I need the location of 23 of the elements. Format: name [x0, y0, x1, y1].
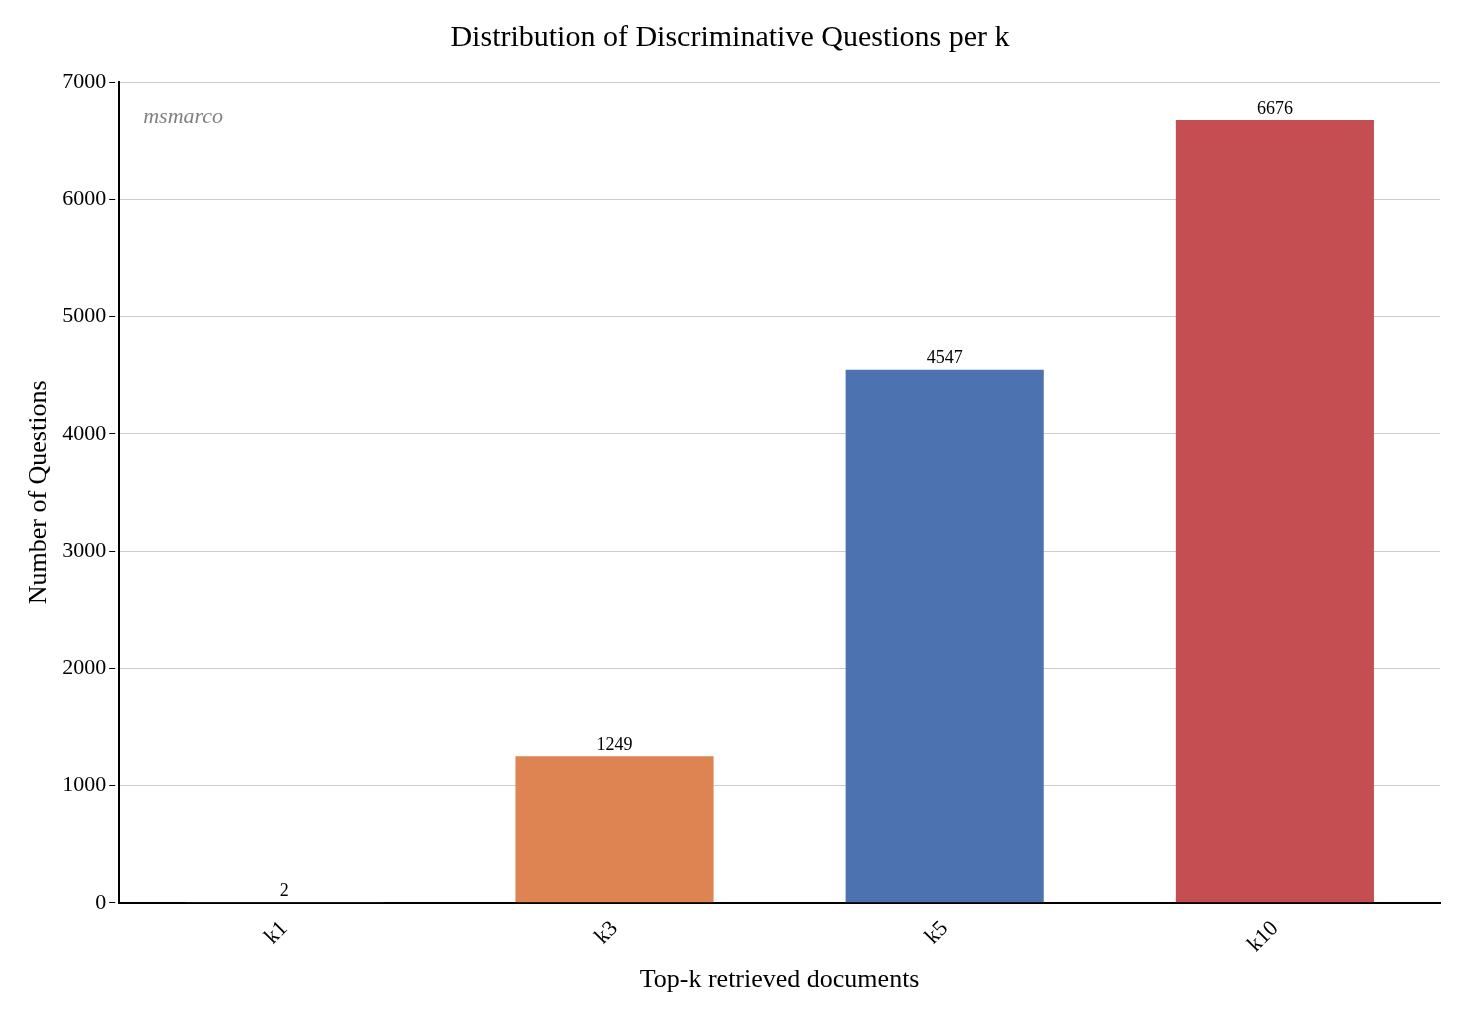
data-label: 4547: [926, 347, 963, 368]
y-tick-label: 3000: [62, 536, 107, 562]
y-axis-title: Number of Questions: [23, 380, 53, 605]
data-label: 6676: [1256, 97, 1293, 118]
x-tick-label: k1: [258, 915, 292, 949]
y-tick-label: 0: [95, 888, 107, 914]
x-axis-title: Top-k retrieved documents: [639, 964, 920, 994]
data-label: 2: [279, 880, 289, 901]
data-label: 1249: [596, 734, 633, 755]
y-tick-label: 6000: [62, 185, 107, 211]
bar: [845, 369, 1044, 903]
y-tick-label: 2000: [62, 654, 107, 680]
y-tick-label: 1000: [62, 771, 107, 797]
x-tick-label: k5: [919, 915, 953, 949]
bar: [515, 756, 714, 903]
x-tick-label: k3: [588, 915, 623, 949]
y-tick-label: 4000: [62, 419, 107, 445]
x-tick-label: k10: [1241, 915, 1283, 957]
y-tick-label: 7000: [62, 67, 107, 93]
annotation: msmarco: [143, 102, 224, 128]
chart-title: Distribution of Discriminative Questions per k: [450, 18, 1010, 52]
bar: [1175, 119, 1374, 903]
y-tick-label: 5000: [62, 302, 107, 328]
